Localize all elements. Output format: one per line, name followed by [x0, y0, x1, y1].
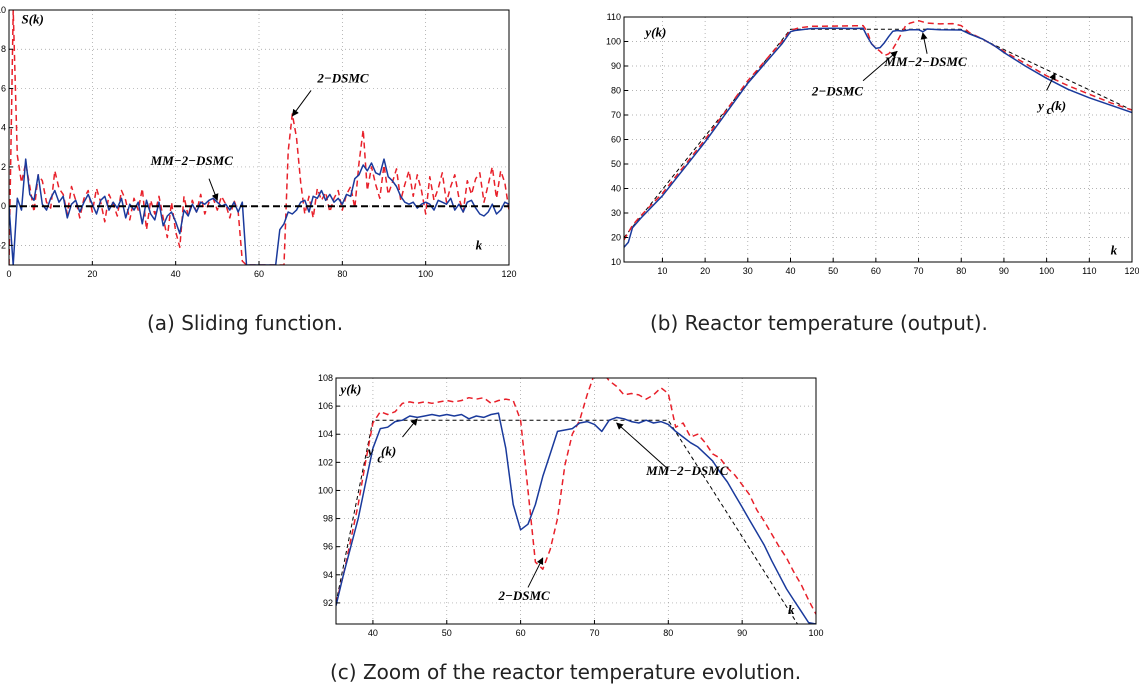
series-line-mm-2-dsmc — [336, 412, 816, 624]
x-tick-label: 50 — [828, 266, 838, 276]
series-line-mm-2-dsmc — [624, 27, 1132, 248]
x-tick-label: 100 — [418, 269, 433, 279]
annotation-label: y — [366, 443, 374, 458]
y-tick-label: 40 — [611, 184, 621, 194]
y-tick-label: 90 — [611, 61, 621, 71]
y-tick-label: 10 — [611, 257, 621, 267]
caption-b: (b) Reactor temperature (output). — [650, 311, 988, 335]
reactor-temperature-chart: 10 20 30 40 50 60 70 80 90 100 110 120 10 20 30 40 50 60 7… — [606, 12, 1139, 276]
y-tick-label: 70 — [611, 110, 621, 120]
y-tick-label: 98 — [323, 514, 333, 524]
series-group — [9, 10, 509, 265]
y-tick-label: 100 — [318, 485, 333, 495]
series-line-2-dsmc — [336, 378, 816, 615]
annotation-arrow — [1046, 72, 1056, 91]
y-tick-label: 108 — [318, 373, 333, 383]
y-tick-label: 104 — [318, 429, 333, 439]
annotation-label: c — [377, 450, 383, 465]
y-tick-label: 20 — [611, 233, 621, 243]
annotation-arrow — [920, 32, 928, 54]
series-line-2-dsmc — [9, 10, 509, 265]
series-group — [336, 378, 816, 624]
series-line-mm-2-dsmc — [9, 158, 509, 265]
y-tick-label: -2 — [0, 240, 6, 250]
x-tick-label: 20 — [700, 266, 710, 276]
annotation-arrow — [862, 50, 898, 82]
y-tick-label: 10 — [0, 5, 6, 15]
y-tick-label: 102 — [318, 457, 333, 467]
y-tick-label: 8 — [1, 44, 6, 54]
y-tick-label: 0 — [1, 201, 6, 211]
plot-frame — [335, 377, 817, 625]
x-tick-label: 50 — [442, 628, 452, 638]
annotation-label: c — [1047, 102, 1053, 117]
x-tick-label: 120 — [501, 269, 516, 279]
caption-a: (a) Sliding function. — [147, 311, 344, 335]
x-tick-label: 80 — [663, 628, 673, 638]
x-tick-label: 0 — [6, 269, 11, 279]
y-tick-label: 94 — [323, 570, 333, 580]
y-tick-label: 110 — [607, 12, 621, 22]
x-tick-label: 100 — [808, 628, 823, 638]
y-tick-label: 92 — [323, 598, 333, 608]
y-tick-label: 4 — [1, 123, 6, 133]
annotation-arrow — [527, 557, 544, 588]
x-tick-label: 30 — [743, 266, 753, 276]
y-tick-label: 50 — [611, 159, 621, 169]
y-tick-label: 80 — [611, 86, 621, 96]
x-tick-label: 70 — [914, 266, 924, 276]
temperature-zoom-chart: 40 50 60 70 80 90 10092949698100102104106108y(… — [318, 373, 824, 638]
annotation-label: k — [788, 602, 795, 617]
x-tick-label: 40 — [368, 628, 378, 638]
annotation-label: MM−2−DSMC — [645, 463, 729, 478]
annotation-label: MM−2−DSMC — [150, 153, 234, 168]
x-tick-label: 40 — [171, 269, 181, 279]
annotation-label: S(k) — [22, 12, 44, 27]
x-tick-label: 100 — [1039, 266, 1054, 276]
series-line-2-dsmc — [624, 19, 1132, 241]
x-tick-label: 90 — [999, 266, 1009, 276]
series-line-y-c — [624, 28, 1132, 238]
annotation-label: MM−2−DSMC — [883, 54, 967, 69]
annotation-label: 2−DSMC — [316, 71, 369, 86]
y-tick-label: 6 — [1, 83, 6, 93]
x-tick-label: 60 — [516, 628, 526, 638]
series-group — [624, 19, 1132, 248]
annotation-label: y(k) — [643, 25, 666, 40]
x-tick-label: 70 — [589, 628, 599, 638]
annotation-label: 2−DSMC — [811, 83, 864, 98]
annotation-label: k — [476, 237, 483, 252]
x-tick-label: 40 — [785, 266, 795, 276]
annotation-arrow — [291, 90, 312, 117]
annotation-label: (k) — [1051, 98, 1066, 113]
x-tick-label: 20 — [87, 269, 97, 279]
y-tick-label: 106 — [318, 401, 333, 411]
series-line-y-c — [336, 419, 798, 624]
caption-c: (c) Zoom of the reactor temperature evol… — [330, 660, 802, 684]
annotation-label: (k) — [381, 443, 396, 458]
y-tick-label: 30 — [611, 208, 621, 218]
x-tick-label: 110 — [1082, 266, 1096, 276]
x-tick-label: 120 — [1124, 266, 1139, 276]
annotation-label: y(k) — [338, 381, 361, 396]
x-tick-label: 60 — [254, 269, 264, 279]
x-tick-label: 90 — [737, 628, 747, 638]
annotation-arrow — [208, 178, 219, 201]
annotation-label: 2−DSMC — [497, 588, 550, 603]
annotation-arrow — [616, 422, 669, 470]
annotation-label: k — [1111, 243, 1118, 258]
annotation-arrow — [402, 418, 418, 438]
sliding-function-chart: 0 20 40 60 80 100 120 -2 0 2 4 6 8 10 S(k) k 2−DSMC MM−2−… — [0, 5, 517, 279]
annotation-label: y — [1036, 98, 1044, 113]
x-tick-label: 80 — [956, 266, 966, 276]
y-tick-label: 100 — [606, 37, 621, 47]
x-tick-label: 60 — [871, 266, 881, 276]
x-tick-label: 10 — [657, 266, 667, 276]
x-tick-label: 80 — [337, 269, 347, 279]
y-tick-label: 2 — [1, 162, 6, 172]
y-tick-label: 60 — [611, 135, 621, 145]
y-tick-label: 96 — [323, 542, 333, 552]
